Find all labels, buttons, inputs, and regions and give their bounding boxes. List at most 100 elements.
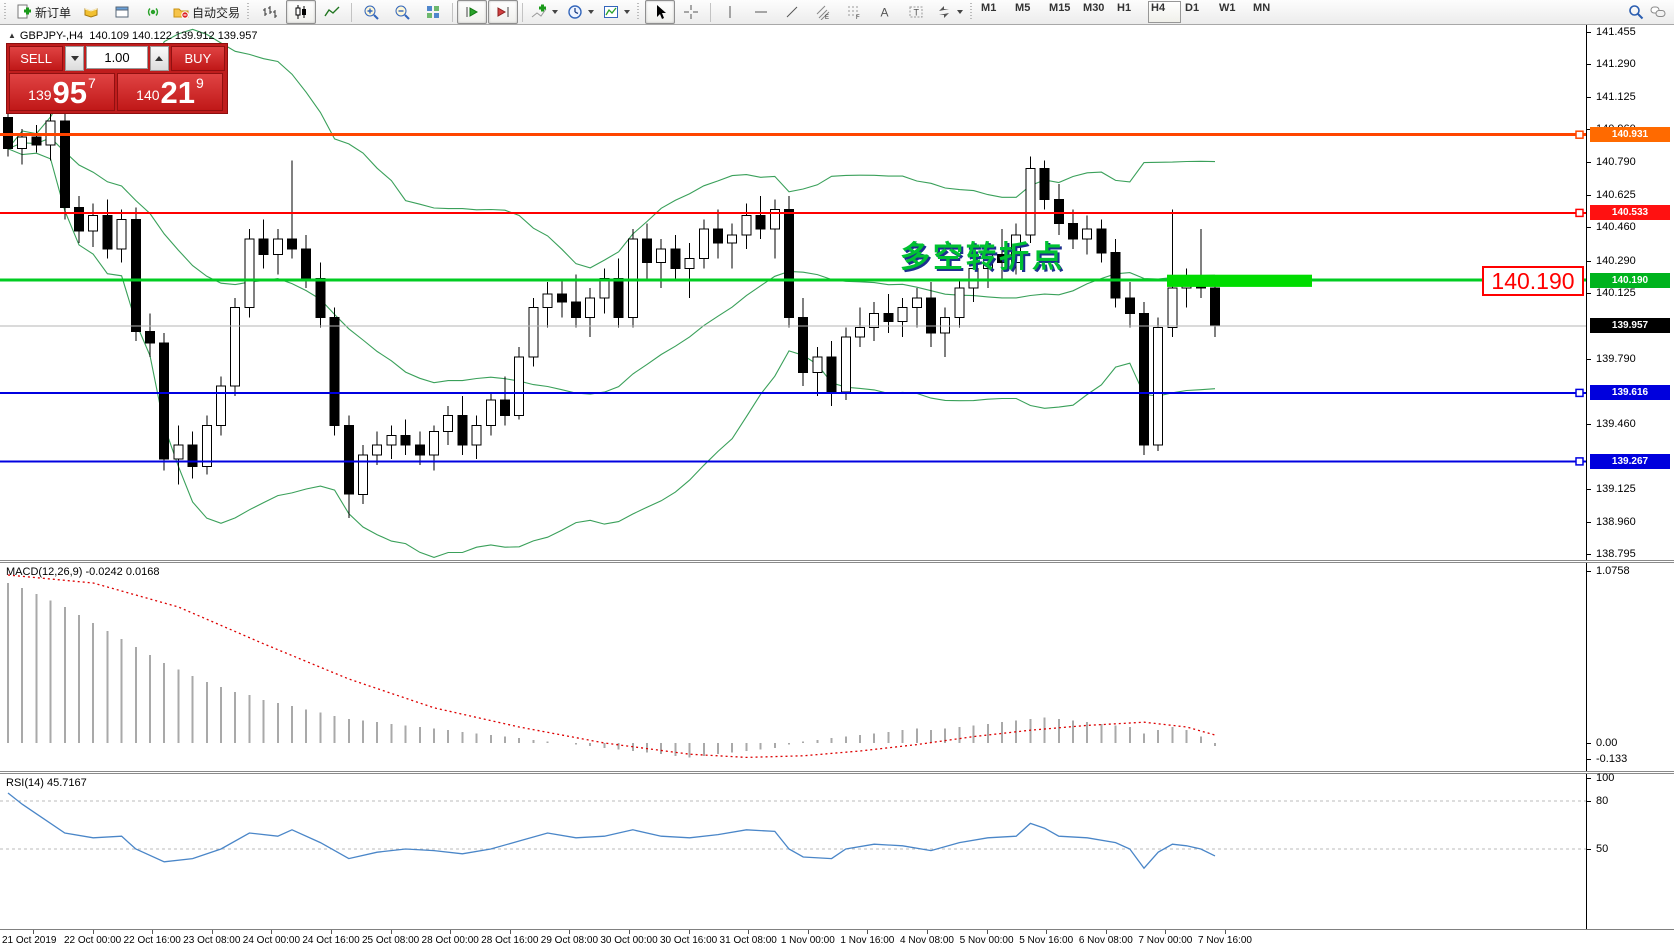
candle bbox=[3, 116, 13, 150]
candle bbox=[684, 258, 695, 269]
main-price-axis[interactable]: 141.455141.290141.125140.960140.790140.6… bbox=[1586, 25, 1674, 560]
candle bbox=[301, 248, 312, 279]
time-tick bbox=[569, 930, 571, 934]
indicators-icon bbox=[531, 4, 547, 18]
signals-button[interactable] bbox=[138, 0, 168, 24]
horizontal-line-icon bbox=[755, 11, 768, 13]
hline-anchor[interactable] bbox=[1575, 457, 1584, 466]
equidistant-channel-button[interactable]: E bbox=[808, 0, 838, 24]
new-order-button[interactable]: 新订单 bbox=[12, 0, 75, 24]
volume-down-button[interactable] bbox=[65, 46, 84, 71]
line-chart-button[interactable] bbox=[317, 0, 347, 24]
main-chart-canvas[interactable] bbox=[0, 25, 1586, 560]
price-callout-label[interactable]: 140.190 bbox=[1482, 266, 1584, 296]
panel-splitter[interactable] bbox=[0, 560, 1674, 563]
hline-anchor[interactable] bbox=[1575, 208, 1584, 218]
candle bbox=[1011, 234, 1022, 264]
toolbar-separator bbox=[710, 2, 712, 22]
svg-text:T: T bbox=[914, 8, 920, 18]
candle bbox=[713, 228, 723, 244]
search-icon[interactable] bbox=[1628, 4, 1644, 20]
candle bbox=[386, 434, 397, 446]
candlestick-chart-icon bbox=[295, 5, 307, 19]
timeframe-M5[interactable]: M5 bbox=[1015, 2, 1031, 14]
bar-chart-button[interactable] bbox=[255, 0, 285, 24]
buy-price-button[interactable]: 140 21 9 bbox=[117, 73, 223, 111]
axis-tick bbox=[1587, 423, 1591, 425]
candle bbox=[585, 297, 596, 318]
price-tick-label: 141.455 bbox=[1596, 25, 1636, 38]
time-label: 31 Oct 08:00 bbox=[719, 935, 777, 946]
toolbar-grip[interactable] bbox=[970, 3, 976, 21]
time-axis[interactable]: 21 Oct 2019 22 Oct 00:00 22 Oct 16:00 23 Oc… bbox=[0, 929, 1674, 950]
vertical-line-icon bbox=[729, 6, 731, 18]
volume-up-button[interactable] bbox=[150, 46, 169, 71]
text-button[interactable]: A bbox=[870, 0, 900, 24]
macd-panel[interactable] bbox=[0, 563, 1586, 771]
periods-button[interactable] bbox=[563, 0, 598, 24]
toolbar-grip[interactable] bbox=[4, 3, 9, 21]
timeframe-W1[interactable]: W1 bbox=[1219, 2, 1236, 14]
price-tick-label: 140.290 bbox=[1596, 254, 1636, 267]
rsi-canvas[interactable] bbox=[0, 774, 1586, 929]
candle bbox=[31, 136, 42, 146]
candlestick-chart-button[interactable] bbox=[286, 0, 317, 24]
templates-button[interactable] bbox=[599, 0, 634, 24]
market-watch-button[interactable] bbox=[76, 0, 106, 24]
buy-button[interactable]: BUY bbox=[170, 46, 225, 71]
cursor-button[interactable] bbox=[645, 0, 676, 24]
fibonacci-button[interactable]: F bbox=[839, 0, 869, 24]
toolbar-grip[interactable] bbox=[247, 3, 253, 21]
chart-shift-button[interactable] bbox=[488, 0, 519, 24]
macd-axis[interactable]: 1.0758 0.00 -0.133 bbox=[1586, 563, 1674, 771]
axis-tick bbox=[1587, 358, 1591, 360]
candle bbox=[173, 444, 184, 460]
data-window-button[interactable] bbox=[107, 0, 137, 24]
crosshair-button[interactable] bbox=[676, 0, 706, 24]
chart-annotation-text[interactable]: 多空转折点 bbox=[900, 240, 1065, 275]
time-label: 22 Oct 16:00 bbox=[123, 935, 181, 946]
collapse-icon[interactable]: ▲ bbox=[8, 31, 16, 40]
sell-price-button[interactable]: 139 95 7 bbox=[9, 73, 115, 111]
arrows-button[interactable] bbox=[932, 0, 967, 24]
auto-scroll-button[interactable] bbox=[457, 0, 488, 24]
price-tick-label: 139.125 bbox=[1596, 483, 1636, 496]
zoom-in-button[interactable] bbox=[356, 0, 386, 24]
macd-canvas[interactable] bbox=[0, 563, 1586, 771]
rsi-axis[interactable]: 100 80 50 bbox=[1586, 772, 1674, 929]
timeframe-M15[interactable]: M15 bbox=[1049, 2, 1071, 14]
zoom-out-button[interactable] bbox=[387, 0, 417, 24]
svg-text:E: E bbox=[825, 15, 829, 20]
trendline-button[interactable] bbox=[777, 0, 807, 24]
timeframe-M1[interactable]: M1 bbox=[981, 2, 997, 14]
hline-anchor[interactable] bbox=[1575, 130, 1584, 139]
main-chart-panel[interactable] bbox=[0, 25, 1586, 560]
highlight-rect[interactable] bbox=[1167, 274, 1312, 287]
time-tick bbox=[152, 930, 154, 934]
sell-button[interactable]: SELL bbox=[9, 46, 64, 71]
toolbar-grip[interactable] bbox=[637, 3, 643, 21]
toolbar-separator bbox=[522, 2, 524, 22]
hline-anchor[interactable] bbox=[1575, 388, 1584, 398]
time-label: 1 Nov 16:00 bbox=[840, 935, 895, 946]
timeframe-D1[interactable]: D1 bbox=[1185, 2, 1200, 14]
timeframe-H4[interactable]: H4 bbox=[1148, 1, 1182, 23]
text-label-icon: T bbox=[909, 6, 923, 18]
vertical-line-button[interactable] bbox=[715, 0, 745, 24]
rsi-tick-label: 100 bbox=[1596, 772, 1615, 784]
horizontal-line-button[interactable] bbox=[746, 0, 776, 24]
tile-windows-button[interactable] bbox=[418, 0, 448, 24]
chat-icon[interactable] bbox=[1650, 4, 1666, 20]
timeframe-H1[interactable]: H1 bbox=[1117, 2, 1132, 14]
text-label-button[interactable]: T bbox=[901, 0, 931, 24]
volume-input[interactable] bbox=[86, 46, 148, 69]
panel-splitter[interactable] bbox=[0, 771, 1674, 774]
indicators-button[interactable] bbox=[527, 0, 562, 24]
timeframe-MN[interactable]: MN bbox=[1253, 2, 1271, 14]
axis-tick bbox=[1587, 801, 1591, 802]
rsi-panel[interactable] bbox=[0, 774, 1586, 929]
autotrade-button[interactable]: 自动交易 bbox=[169, 0, 244, 24]
timeframe-M30[interactable]: M30 bbox=[1083, 2, 1105, 14]
candle bbox=[1124, 297, 1135, 315]
candle bbox=[812, 356, 823, 373]
